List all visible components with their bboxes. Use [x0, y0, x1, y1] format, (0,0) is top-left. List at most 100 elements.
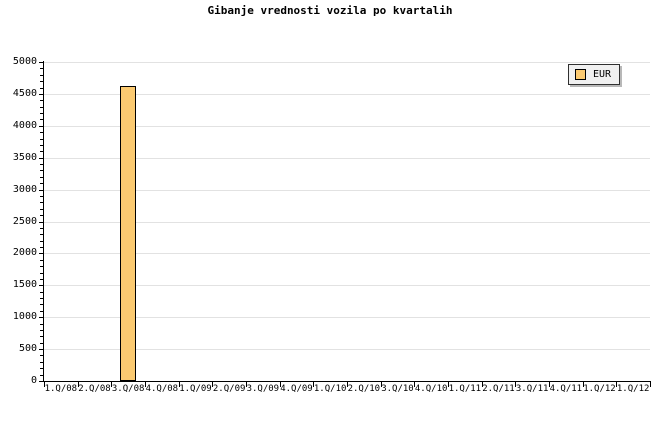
- x-axis-tick-label: 4.Q/09: [280, 384, 313, 394]
- y-axis-tick-minor: [40, 368, 44, 369]
- y-axis-tick-major: [39, 349, 44, 350]
- y-axis-tick-minor: [40, 362, 44, 363]
- x-axis-tick: [280, 382, 281, 387]
- x-axis-tick: [482, 382, 483, 387]
- y-axis-tick-label: 1500: [12, 279, 37, 290]
- gridline: [44, 317, 650, 318]
- x-axis-tick: [381, 382, 382, 387]
- gridline: [44, 253, 650, 254]
- x-axis-tick-label: 1.Q/11: [448, 384, 482, 394]
- y-axis-tick-minor: [40, 311, 44, 312]
- y-axis-tick-label: 500: [18, 343, 37, 354]
- y-axis-tick-minor: [40, 75, 44, 76]
- chart-title: Gibanje vrednosti vozila po kvartalih: [207, 4, 453, 17]
- gridline: [44, 285, 650, 286]
- x-axis-tick: [448, 382, 449, 387]
- y-axis-tick-minor: [40, 273, 44, 274]
- y-axis-tick-label: 3500: [12, 152, 37, 163]
- y-axis-tick-minor: [40, 215, 44, 216]
- gridline: [44, 190, 650, 191]
- y-axis-tick-minor: [40, 247, 44, 248]
- x-axis-tick-label: 1.Q/12: [616, 384, 650, 394]
- y-axis-tick-label: 0: [30, 375, 37, 386]
- y-axis-tick-major: [39, 285, 44, 286]
- y-axis-tick-minor: [40, 68, 44, 69]
- x-axis-tick: [246, 382, 247, 387]
- x-axis-tick: [414, 382, 415, 387]
- x-axis-line: [43, 381, 651, 382]
- y-axis-tick-major: [39, 317, 44, 318]
- y-axis-tick-minor: [40, 234, 44, 235]
- y-axis-tick-minor: [40, 202, 44, 203]
- y-axis-tick-minor: [40, 177, 44, 178]
- gridline: [44, 222, 650, 223]
- x-axis-tick-label: 1.Q/12: [583, 384, 616, 394]
- x-axis-tick: [616, 382, 617, 387]
- x-axis-tick-label: 3.Q/08: [111, 384, 145, 394]
- x-axis-tick-label: 3.Q/09: [246, 384, 280, 394]
- gridline: [44, 62, 650, 63]
- y-axis-tick-major: [39, 62, 44, 63]
- y-axis-tick-minor: [40, 279, 44, 280]
- y-axis-tick-minor: [40, 145, 44, 146]
- y-axis-tick-major: [39, 126, 44, 127]
- x-axis-tick-label: 1.Q/10: [313, 384, 347, 394]
- y-axis-tick-minor: [40, 113, 44, 114]
- y-axis-tick-minor: [40, 324, 44, 325]
- y-axis-tick-minor: [40, 304, 44, 305]
- y-axis-tick-minor: [40, 100, 44, 101]
- x-axis-tick: [650, 382, 651, 387]
- bar[interactable]: [120, 86, 136, 381]
- y-axis-tick-label: 4500: [12, 88, 37, 99]
- x-axis-tick-label: 2.Q/09: [212, 384, 246, 394]
- x-axis-tick-label: 4.Q/08: [145, 384, 179, 394]
- y-axis-tick-minor: [40, 183, 44, 184]
- y-axis-tick-minor: [40, 266, 44, 267]
- y-axis-tick-major: [39, 253, 44, 254]
- x-axis-tick: [111, 382, 112, 387]
- y-axis-tick-label: 3000: [12, 184, 37, 195]
- y-axis-line: [43, 61, 44, 382]
- x-axis-tick: [212, 382, 213, 387]
- y-axis-tick-minor: [40, 196, 44, 197]
- x-axis-tick: [78, 382, 79, 387]
- chart-legend[interactable]: EUR: [568, 64, 621, 85]
- y-axis-tick-minor: [40, 164, 44, 165]
- plot-area: [44, 62, 650, 381]
- y-axis-tick-minor: [40, 209, 44, 210]
- y-axis-tick-minor: [40, 132, 44, 133]
- gridline: [44, 94, 650, 95]
- x-axis-tick-label: 2.Q/11: [482, 384, 515, 394]
- y-axis-tick-minor: [40, 119, 44, 120]
- x-axis-tick-label: 2.Q/08: [78, 384, 111, 394]
- gridline: [44, 126, 650, 127]
- y-axis-tick-minor: [40, 228, 44, 229]
- x-axis-tick-label: 2.Q/10: [347, 384, 381, 394]
- y-axis-tick-minor: [40, 292, 44, 293]
- y-axis-tick-major: [39, 381, 44, 382]
- y-axis-tick-minor: [40, 151, 44, 152]
- y-axis-tick-minor: [40, 355, 44, 356]
- y-axis-tick-minor: [40, 170, 44, 171]
- x-axis-tick: [313, 382, 314, 387]
- x-axis-tick: [583, 382, 584, 387]
- x-axis-tick: [44, 382, 45, 387]
- gridline: [44, 349, 650, 350]
- x-axis-tick-label: 3.Q/11: [515, 384, 549, 394]
- y-axis-tick-minor: [40, 139, 44, 140]
- y-axis-tick-major: [39, 158, 44, 159]
- y-axis-tick-major: [39, 222, 44, 223]
- x-axis-tick: [347, 382, 348, 387]
- y-axis-tick-label: 2500: [12, 216, 37, 227]
- y-axis-tick-label: 4000: [12, 120, 37, 131]
- x-axis-tick-label: 4.Q/11: [549, 384, 583, 394]
- legend-label-eur: EUR: [593, 69, 612, 80]
- y-axis-tick-minor: [40, 107, 44, 108]
- x-axis-tick-label: 1.Q/09: [179, 384, 212, 394]
- x-axis-tick: [145, 382, 146, 387]
- y-axis-tick-minor: [40, 88, 44, 89]
- y-axis-tick-minor: [40, 241, 44, 242]
- x-axis-tick-label: 1.Q/08: [44, 384, 78, 394]
- y-axis-tick-minor: [40, 336, 44, 337]
